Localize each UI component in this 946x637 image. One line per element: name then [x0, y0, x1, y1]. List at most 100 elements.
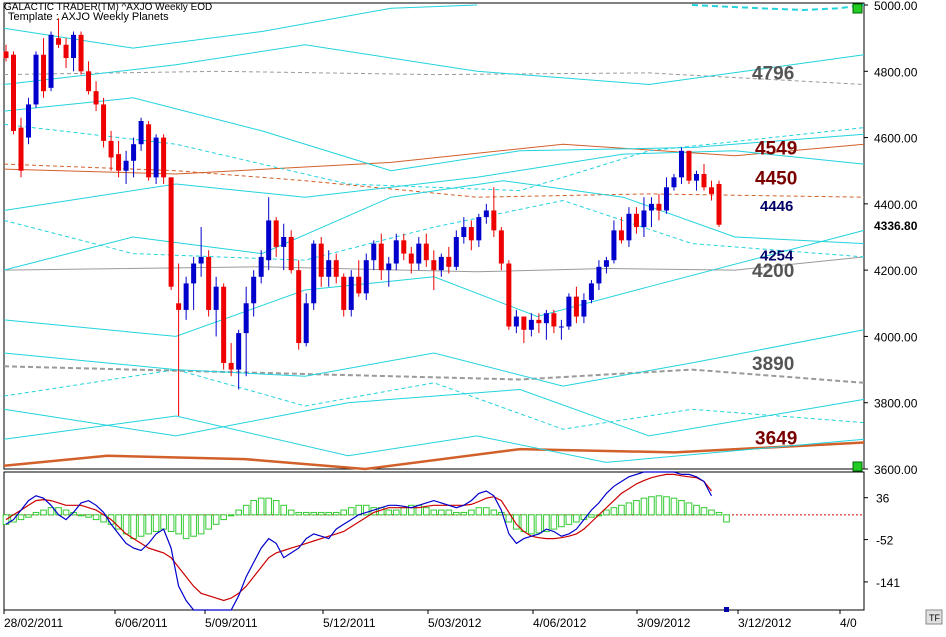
candle-body	[221, 286, 227, 363]
osc-histogram-bar	[723, 514, 730, 523]
candle-body	[86, 71, 92, 92]
osc-histogram-bar	[475, 507, 483, 516]
osc-histogram-bar	[678, 500, 685, 516]
tf-badge-label: TF	[929, 613, 940, 623]
candle-body	[521, 316, 527, 330]
candle-body	[228, 362, 234, 370]
planet-line	[3, 97, 865, 172]
candle-body	[56, 38, 62, 45]
date-tick-label: 4/0	[840, 616, 857, 630]
candle-body	[596, 266, 602, 284]
candle-body	[101, 104, 107, 141]
osc-histogram-bar	[693, 504, 700, 516]
osc-histogram-bar	[55, 507, 62, 516]
candle-body	[416, 243, 422, 264]
candle-body	[686, 150, 692, 181]
candle-body	[641, 210, 647, 228]
osc-histogram-bar	[347, 507, 355, 516]
osc-histogram-bar	[32, 511, 40, 516]
level-label: 4796	[752, 64, 794, 85]
planet-line	[3, 256, 865, 273]
osc-histogram-bar	[310, 511, 318, 516]
candle-body	[701, 174, 707, 188]
osc-histogram-bar	[85, 514, 92, 518]
tf-badge-icon[interactable]	[925, 609, 943, 625]
date-tick-label: 3/09/2012	[637, 616, 691, 630]
osc-histogram-bar	[400, 507, 408, 516]
candle-body	[41, 54, 47, 92]
osc-histogram-bar	[145, 514, 152, 535]
price-tick-label: 4000.00	[874, 330, 918, 344]
candle-body	[281, 237, 287, 247]
date-tick-label: 5/03/2012	[428, 616, 482, 630]
osc-histogram-bar	[460, 511, 468, 516]
osc-fast-line	[5, 471, 713, 611]
candle-body	[371, 243, 377, 261]
candle-body	[258, 256, 264, 277]
level-label: 4446	[760, 198, 793, 215]
candle-body	[566, 296, 572, 327]
candle-body	[183, 283, 189, 310]
date-tick-label: 6/06/2011	[115, 616, 168, 630]
osc-histogram-bar	[633, 500, 640, 516]
osc-histogram-bar	[430, 509, 438, 516]
candle-body	[243, 303, 249, 334]
candle-body	[116, 154, 122, 171]
price-tick-label: 3800.00	[874, 397, 918, 411]
candle-body	[378, 243, 384, 271]
osc-histogram-bar	[317, 511, 325, 516]
planet-line	[3, 123, 865, 192]
main-panel-frame	[3, 2, 865, 470]
candle-body	[408, 253, 414, 264]
osc-histogram-bar	[302, 511, 310, 516]
candle-body	[206, 256, 212, 310]
osc-tick-label: 36	[876, 492, 890, 506]
candle-body	[663, 187, 669, 211]
candle-body	[551, 313, 557, 327]
osc-histogram-bar	[197, 514, 205, 535]
candle-body	[78, 34, 84, 72]
date-tick-label: 4/06/2012	[533, 616, 587, 630]
osc-histogram-bar	[603, 509, 610, 516]
date-tick-label: 28/02/2011	[4, 616, 63, 630]
level-label: 3890	[752, 354, 794, 375]
green-square-icon[interactable]	[852, 3, 863, 14]
osc-histogram-bar	[618, 504, 625, 516]
candle-body	[431, 260, 437, 271]
osc-histogram-bar	[528, 514, 535, 535]
green-square-icon[interactable]	[852, 461, 863, 472]
price-tick-label: 5000.00	[874, 0, 918, 13]
candle-body	[656, 203, 662, 211]
candle-body	[213, 286, 219, 310]
candle-body	[108, 140, 114, 158]
candle-body	[693, 174, 699, 181]
osc-histogram-bar	[700, 507, 708, 516]
candle-body	[573, 296, 579, 317]
chart-template-text: Template : AXJO Weekly Planets	[8, 11, 169, 23]
osc-signal-line	[5, 473, 712, 602]
candle-body	[558, 326, 564, 328]
candle-body	[93, 91, 99, 105]
osc-histogram-bar	[573, 514, 580, 523]
candle-body	[506, 263, 512, 327]
candle-body	[536, 319, 542, 324]
candle-body	[348, 276, 354, 310]
candle-body	[288, 237, 294, 271]
planet-line	[3, 180, 865, 271]
osc-histogram-bar	[550, 514, 558, 530]
candle-body	[618, 230, 624, 241]
osc-histogram-bar	[340, 509, 348, 516]
date-tick-label: 5/09/2011	[205, 616, 258, 630]
candle-body	[611, 230, 617, 261]
osc-histogram-bar	[610, 507, 618, 516]
osc-histogram-bar	[640, 497, 648, 516]
planet-line	[3, 365, 865, 384]
osc-histogram-bar	[588, 514, 595, 518]
osc-histogram-bar	[272, 500, 280, 516]
candle-body	[311, 243, 317, 304]
osc-last-marker	[724, 607, 729, 612]
candle-body	[671, 177, 677, 188]
osc-histogram-bar	[655, 495, 663, 516]
